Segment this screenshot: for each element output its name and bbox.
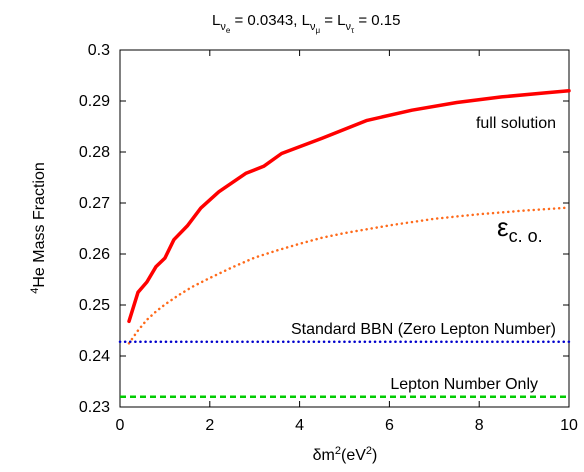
chart-title: Lνe = 0.0343, Lνμ = Lντ = 0.15 [212, 12, 400, 35]
series-line-eps [127, 206, 571, 345]
annotation-standard-bbn: Standard BBN (Zero Lepton Number) [291, 321, 556, 338]
annotation-full-solution: full solution [476, 115, 556, 132]
x-tick-label: 4 [295, 417, 304, 434]
y-tick-label: 0.25 [79, 297, 110, 314]
annotation-eps-co: εc. o. [497, 212, 543, 246]
plot-frame [119, 49, 570, 408]
y-tick-label: 0.27 [79, 195, 110, 212]
y-tick-label: 0.23 [79, 399, 110, 416]
series-group [118, 89, 571, 399]
y-tick-label: 0.26 [79, 246, 110, 263]
y-tick-label: 0.3 [88, 42, 110, 59]
axis-ticks: 0 2 4 6 8 10 0.23 0.24 0.25 0.26 0.27 0.28 0.29 0.3 [79, 42, 578, 434]
y-tick-label: 0.29 [79, 93, 110, 110]
x-tick-label: 10 [560, 417, 578, 434]
x-axis-label: δm2(eV2) [313, 445, 378, 464]
series-line-full [127, 89, 571, 324]
x-tick-label: 2 [205, 417, 214, 434]
annotation-lepton-only: Lepton Number Only [390, 376, 538, 393]
y-tick-label: 0.28 [79, 144, 110, 161]
x-tick-label: 8 [475, 417, 484, 434]
x-tick-label: 6 [385, 417, 394, 434]
x-tick-label: 0 [116, 417, 125, 434]
y-axis-label: 4He Mass Fraction [29, 162, 48, 294]
y-tick-label: 0.24 [79, 348, 110, 365]
